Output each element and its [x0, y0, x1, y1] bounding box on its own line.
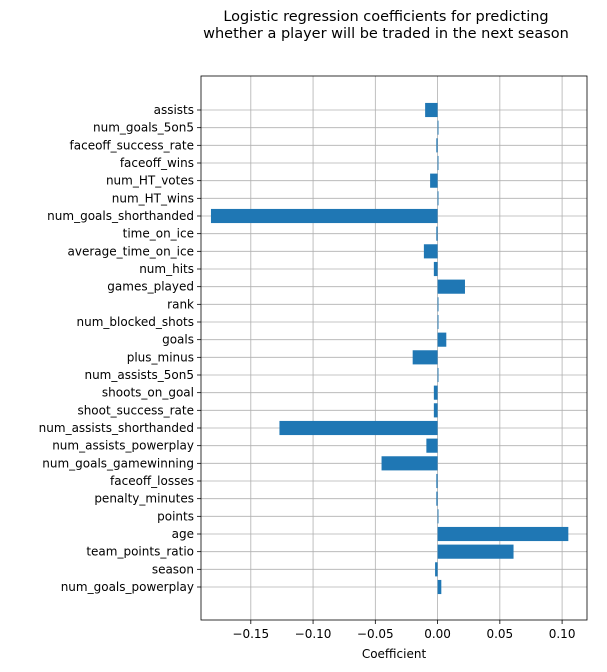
- x-axis-label: Coefficient: [362, 647, 427, 661]
- x-tick-label: 0.00: [424, 627, 451, 641]
- y-tick-label: faceoff_wins: [120, 156, 194, 170]
- chart-title: Logistic regression coefficients for pre…: [203, 9, 569, 42]
- y-tick-label: time_on_ice: [123, 227, 194, 241]
- bar-season: [435, 562, 438, 577]
- y-tick-label: num_goals_shorthanded: [47, 209, 194, 223]
- bar-assists: [425, 102, 438, 118]
- x-ticks: −0.15 −0.10 −0.05 0.00 0.05 0.10: [232, 620, 575, 641]
- chart-title-line: Logistic regression coefficients for pre…: [223, 9, 548, 25]
- bar-goals: [437, 332, 447, 347]
- y-tick-label: games_played: [107, 280, 194, 294]
- y-tick-label: age: [172, 527, 194, 541]
- y-tick-label: num_blocked_shots: [77, 315, 194, 329]
- y-tick-label: num_goals_powerplay: [61, 580, 194, 594]
- y-tick-label: shoots_on_goal: [102, 386, 194, 400]
- bar-faceoff_wins: [437, 155, 439, 171]
- bar-num_goals_gamewinning: [381, 456, 438, 471]
- bar-num_assists_5on5: [437, 367, 439, 383]
- y-tick-label: faceoff_losses: [110, 474, 194, 488]
- x-tick-label: 0.05: [486, 627, 513, 641]
- y-tick-label: faceoff_success_rate: [70, 138, 194, 152]
- bar-age: [437, 526, 569, 542]
- y-tick-label: team_points_ratio: [86, 545, 194, 559]
- bar-rank: [437, 297, 439, 312]
- y-tick-label: shoot_success_rate: [77, 403, 194, 417]
- bar-num_hits: [433, 261, 438, 277]
- y-tick-label: num_goals_gamewinning: [42, 456, 194, 470]
- bar-time_on_ice: [436, 226, 438, 241]
- x-tick-label: −0.10: [295, 627, 332, 641]
- y-tick-label: rank: [167, 297, 194, 311]
- bar-average_time_on_ice: [423, 244, 438, 259]
- bar-faceoff_losses: [436, 473, 438, 489]
- y-tick-label: plus_minus: [127, 350, 194, 364]
- y-ticks: assists num_goals_5on5 faceoff_success_rat…: [39, 103, 201, 594]
- bar-penalty_minutes: [436, 491, 438, 506]
- bar-num_assists_shorthanded: [279, 420, 438, 436]
- y-tick-label: num_assists_powerplay: [52, 439, 194, 453]
- bar-shoots_on_goal: [433, 385, 438, 400]
- y-tick-label: penalty_minutes: [94, 492, 194, 506]
- bar-num_HT_wins: [437, 191, 439, 206]
- x-tick-label: −0.05: [357, 627, 394, 641]
- bar-team_points_ratio: [437, 544, 514, 559]
- bar-num_goals_powerplay: [437, 579, 442, 595]
- y-tick-label: points: [157, 509, 194, 523]
- y-tick-label: average_time_on_ice: [68, 244, 195, 258]
- y-tick-label: goals: [162, 333, 194, 347]
- y-tick-label: num_assists_shorthanded: [39, 421, 194, 435]
- bar-games_played: [437, 279, 465, 294]
- bar-num_blocked_shots: [437, 314, 439, 330]
- bar-num_goals_shorthanded: [210, 208, 438, 224]
- y-tick-label: season: [152, 562, 194, 576]
- y-tick-label: num_HT_votes: [106, 174, 194, 188]
- bars: [210, 102, 569, 595]
- y-tick-label: num_HT_wins: [112, 191, 194, 205]
- y-tick-label: num_assists_5on5: [84, 368, 194, 382]
- bar-shoot_success_rate: [433, 403, 438, 418]
- bar-num_goals_5on5: [437, 120, 439, 135]
- chart-title-line: whether a player will be traded in the n…: [203, 26, 569, 42]
- y-tick-label: assists: [154, 103, 194, 117]
- bar-plus_minus: [412, 350, 438, 365]
- x-tick-label: 0.10: [549, 627, 576, 641]
- plot-frame: [200, 75, 588, 621]
- bar-faceoff_success_rate: [436, 138, 438, 153]
- y-tick-label: num_hits: [139, 262, 194, 276]
- y-tick-label: num_goals_5on5: [93, 121, 194, 135]
- bar-points: [437, 509, 439, 524]
- bar-num_assists_powerplay: [426, 438, 438, 453]
- x-tick-label: −0.15: [232, 627, 269, 641]
- bar-num_HT_votes: [430, 173, 438, 188]
